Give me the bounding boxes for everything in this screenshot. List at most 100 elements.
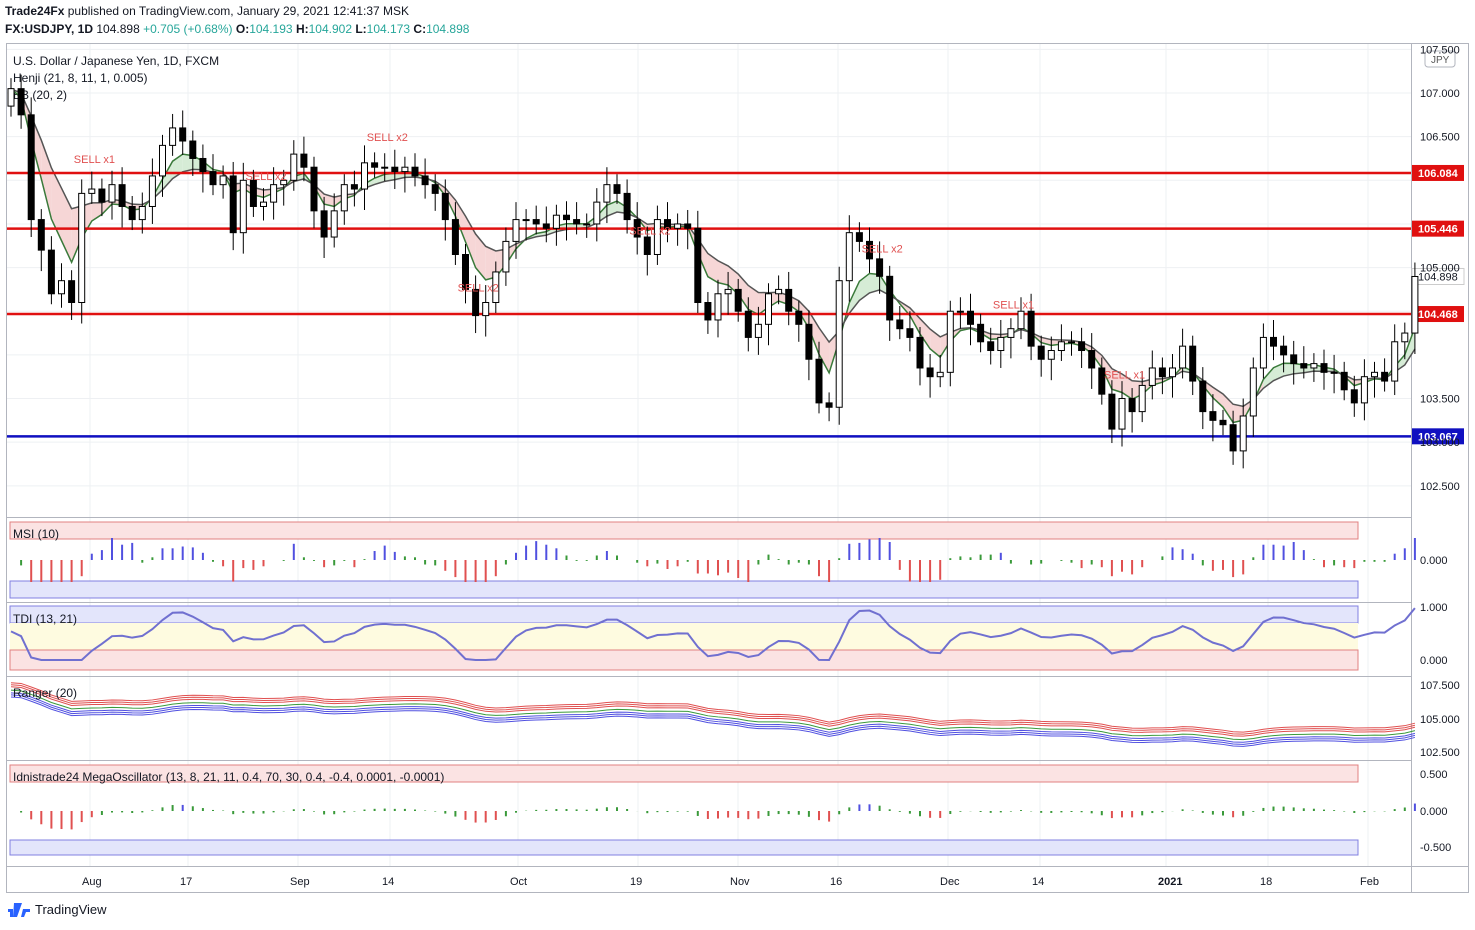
candle-body bbox=[956, 310, 964, 313]
time-tick: 14 bbox=[1032, 876, 1044, 888]
candle-body bbox=[1189, 345, 1197, 382]
msi-pane bbox=[9, 521, 1359, 599]
candle-body bbox=[320, 210, 328, 238]
candle-body bbox=[7, 88, 15, 107]
candle-body bbox=[270, 184, 278, 203]
cloud-segment bbox=[1111, 368, 1122, 393]
candle-body bbox=[1037, 345, 1045, 360]
indicator-tick: 102.500 bbox=[1420, 747, 1460, 759]
cloud-segment bbox=[1404, 327, 1415, 365]
tdi-label: TDI (13, 21) bbox=[13, 612, 77, 626]
candle-body bbox=[896, 319, 904, 330]
candle-body bbox=[1169, 367, 1176, 378]
candle-body bbox=[229, 175, 237, 234]
indicator-tick: 0.500 bbox=[1420, 769, 1448, 781]
candle-body bbox=[1310, 363, 1318, 369]
close-value: 104.898 bbox=[426, 22, 470, 36]
candle-body bbox=[1249, 367, 1257, 417]
candle-body bbox=[1229, 424, 1237, 452]
candle-body bbox=[1381, 371, 1389, 382]
cloud-segment bbox=[475, 234, 486, 280]
open-label: O: bbox=[235, 22, 250, 36]
currency-badge[interactable] bbox=[1424, 50, 1456, 68]
candle-body bbox=[704, 302, 712, 321]
time-tick: 19 bbox=[630, 876, 642, 888]
cloud-segment bbox=[455, 200, 466, 242]
cloud-segment bbox=[707, 253, 718, 283]
level-tag-label: 105.446 bbox=[1418, 224, 1458, 236]
footer: TradingView bbox=[8, 902, 107, 917]
candle-body bbox=[1290, 354, 1298, 365]
candle-body bbox=[1158, 367, 1166, 378]
cloud-segment bbox=[1122, 374, 1133, 400]
candle-body bbox=[1007, 328, 1015, 338]
footer-brand[interactable]: TradingView bbox=[35, 902, 107, 917]
candle-body bbox=[1280, 345, 1288, 356]
candle-body bbox=[1259, 336, 1267, 369]
candle-body bbox=[239, 179, 247, 234]
candle-body bbox=[1088, 350, 1096, 369]
candle-body bbox=[866, 240, 873, 260]
candle-body bbox=[169, 127, 177, 146]
candle-body bbox=[744, 310, 752, 338]
candle-body bbox=[825, 402, 833, 408]
candle-body bbox=[148, 175, 156, 207]
candle-body bbox=[785, 288, 793, 312]
tdi-pane bbox=[9, 605, 1359, 671]
candle-body bbox=[1047, 350, 1055, 360]
candle-body bbox=[906, 328, 914, 338]
sell-signal: SELL x1 bbox=[993, 300, 1034, 312]
level-tag bbox=[1412, 306, 1464, 323]
time-tick: 16 bbox=[830, 876, 842, 888]
indicator-tick: 0.000 bbox=[1420, 806, 1448, 818]
cloud-segment bbox=[51, 167, 62, 241]
candle-body bbox=[583, 223, 591, 226]
candle-body bbox=[128, 205, 136, 221]
indicator-tick: 1.000 bbox=[1420, 602, 1448, 614]
candle-body bbox=[391, 166, 399, 173]
candle-body bbox=[209, 171, 217, 186]
time-tick: Dec bbox=[940, 876, 960, 888]
chart-area[interactable]: U.S. Dollar / Japanese Yen, 1D, FXCM Hen… bbox=[0, 0, 1475, 900]
symbol-header: FX:USDJPY, 1D 104.898 +0.705 (+0.68%) O:… bbox=[5, 22, 469, 36]
sell-signal: SELL x2 bbox=[629, 225, 670, 237]
time-tick: Oct bbox=[510, 876, 527, 888]
high-value: 104.902 bbox=[308, 22, 352, 36]
candle-body bbox=[451, 219, 459, 255]
time-tick: Nov bbox=[730, 876, 750, 888]
candle-body bbox=[1219, 419, 1227, 426]
last-price-label: 104.898 bbox=[1418, 271, 1458, 283]
indicator-tick: 0.000 bbox=[1420, 555, 1448, 567]
candle-body bbox=[502, 240, 510, 273]
cloud-segment bbox=[162, 161, 173, 190]
candle-body bbox=[1027, 310, 1035, 347]
publisher-name[interactable]: Trade24Fx bbox=[5, 4, 65, 18]
cloud-segment bbox=[1273, 363, 1284, 381]
ranger-line bbox=[10, 692, 1416, 743]
candle-body bbox=[290, 153, 298, 181]
candle-body bbox=[108, 184, 116, 203]
open-value: 104.193 bbox=[249, 22, 293, 36]
level-tag bbox=[1412, 428, 1464, 445]
cloud-segment bbox=[1101, 355, 1112, 390]
low-label: L: bbox=[355, 22, 367, 36]
mega-label: Idnistrade24 MegaOscillator (13, 8, 21, … bbox=[13, 770, 444, 784]
symbol-name[interactable]: FX:USDJPY, 1D bbox=[5, 22, 94, 36]
sell-signal: SELL x1 bbox=[74, 154, 115, 166]
candle-body bbox=[159, 144, 166, 177]
candle-body bbox=[552, 214, 560, 229]
candle-body bbox=[58, 280, 65, 295]
low-value: 104.173 bbox=[366, 22, 411, 36]
price-axis[interactable]: 107.500 107.000 106.500 105.000 103.500 103.0… bbox=[1420, 44, 1460, 854]
cloud-segment bbox=[324, 194, 335, 207]
price-tick: 102.500 bbox=[1420, 481, 1460, 493]
price-tick: 107.000 bbox=[1420, 88, 1460, 100]
candle-body bbox=[613, 184, 621, 194]
candle-body bbox=[472, 288, 480, 317]
candle-body bbox=[37, 219, 45, 251]
candle-body bbox=[734, 288, 742, 312]
cloud-segment bbox=[920, 318, 931, 349]
time-axis[interactable]: Aug 17 Sep 14 Oct 19 Nov 16 Dec 14 2021 18 Feb bbox=[82, 876, 1379, 888]
candle-body bbox=[1179, 345, 1187, 369]
candle-body bbox=[98, 188, 106, 203]
